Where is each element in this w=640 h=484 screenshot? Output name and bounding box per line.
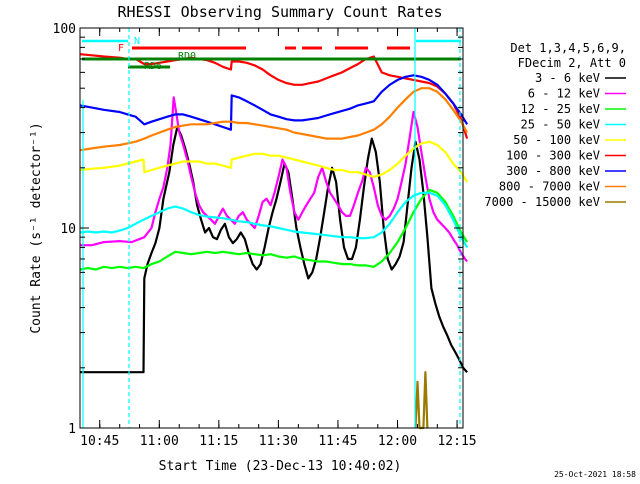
- legend-entry-label: 800 - 7000 keV: [499, 180, 600, 194]
- x-tick-label: 11:00: [140, 434, 179, 449]
- series-line-6: [79, 53, 469, 139]
- axes-layer: 10:45 11:00 11:15 11:30 11:45 12:00 12:15 1 10 10…: [53, 22, 477, 449]
- chart-timestamp: 25-Oct-2021 18:58: [554, 470, 636, 479]
- legend-entry-label: 100 - 300 keV: [506, 149, 600, 163]
- y-axis-label: Count Rate (s⁻¹ detector⁻¹): [29, 122, 44, 333]
- legend-entry-label: 6 - 12 keV: [528, 87, 600, 101]
- legend-entry-label: 12 - 25 keV: [521, 102, 600, 116]
- series-line-8: [79, 87, 469, 152]
- chart-title: RHESSI Observing Summary Count Rates: [117, 3, 442, 21]
- legend-entry-label: 3 - 6 keV: [535, 71, 600, 85]
- legend-entry-label: 300 - 800 keV: [506, 164, 600, 178]
- x-tick-label: 10:45: [80, 434, 119, 449]
- x-tick-label: 11:15: [199, 434, 238, 449]
- legend-entry-label: 7000 - 15000 keV: [484, 195, 600, 209]
- series-line-3: [79, 188, 469, 271]
- series-line-2: [80, 96, 468, 263]
- y-tick-label: 1: [68, 422, 76, 437]
- flag-n-label: N: [134, 36, 140, 47]
- legend-layer: Det 1,3,4,5,6,9,FDecim 2, Att 03 - 6 keV…: [484, 41, 626, 209]
- flag-rd0-label: RD0: [178, 51, 196, 62]
- y-tick-label: 100: [53, 22, 76, 37]
- series-line-7: [79, 74, 469, 131]
- y-tick-label: 10: [60, 222, 76, 237]
- x-axis-label: Start Time (23-Dec-13 10:40:02): [159, 459, 402, 474]
- series-line-5: [79, 140, 469, 183]
- x-tick-label: 12:15: [437, 434, 476, 449]
- x-tick-label: 12:00: [378, 434, 417, 449]
- x-tick-label: 11:30: [259, 434, 298, 449]
- flag-rd6-label: RD6: [144, 61, 162, 72]
- legend-header: Det 1,3,4,5,6,9,: [510, 41, 626, 55]
- legend-entry-label: 50 - 100 keV: [513, 133, 600, 147]
- legend-entry-label: 25 - 50 keV: [521, 118, 600, 132]
- series-line-4: [79, 191, 469, 248]
- flag-f-label: F: [118, 43, 124, 54]
- legend-header: FDecim 2, Att 0: [518, 56, 626, 70]
- x-tick-label: 11:45: [318, 434, 357, 449]
